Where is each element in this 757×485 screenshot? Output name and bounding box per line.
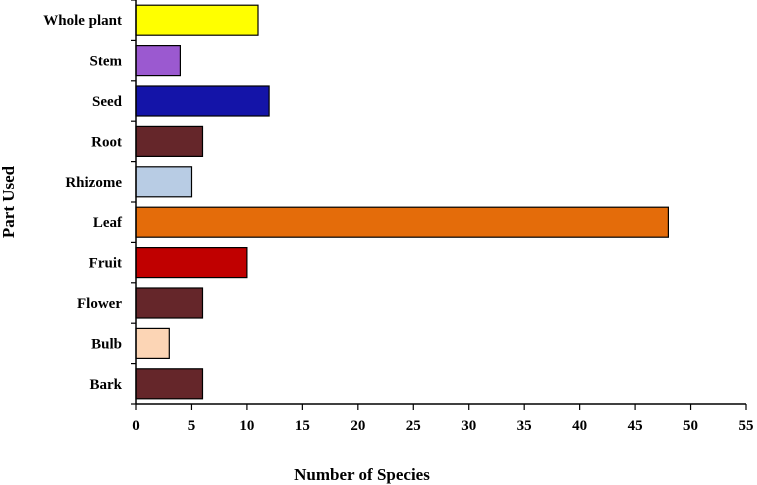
bar-leaf — [135, 206, 670, 238]
category-label-stem: Stem — [90, 54, 123, 70]
x-tick-label-50: 50 — [683, 418, 698, 434]
bar-root — [135, 125, 204, 158]
bar-seed — [135, 85, 270, 117]
x-axis-title: Number of Species — [294, 465, 430, 484]
y-axis-title: Part Used — [0, 165, 18, 238]
bar-bark — [135, 368, 204, 400]
x-tick-label-20: 20 — [350, 418, 365, 434]
category-label-whole-plant: Whole plant — [43, 13, 122, 29]
x-tick-label-0: 0 — [132, 418, 140, 434]
bar-fruit — [135, 247, 248, 279]
x-tick-label-30: 30 — [461, 418, 476, 434]
y-tickmarks-group — [131, 0, 136, 405]
category-label-flower: Flower — [77, 296, 122, 312]
bars-group — [135, 4, 670, 400]
bar-stem — [135, 44, 182, 77]
category-label-seed: Seed — [92, 94, 123, 110]
x-tick-label-35: 35 — [517, 418, 532, 434]
category-label-bark: Bark — [89, 377, 122, 393]
x-tick-label-45: 45 — [628, 418, 643, 434]
x-tick-label-15: 15 — [295, 418, 310, 434]
category-label-rhizome: Rhizome — [65, 175, 122, 191]
x-tick-label-25: 25 — [406, 418, 421, 434]
category-labels-group: Whole plant Stem Seed Root Rhizome Leaf Fruit F… — [43, 13, 123, 393]
bar-rhizome — [135, 166, 193, 198]
x-tick-label-10: 10 — [239, 418, 254, 434]
bar-whole-plant — [135, 4, 259, 36]
bar-bulb — [135, 327, 170, 359]
x-tick-label-55: 55 — [739, 418, 754, 434]
category-label-fruit: Fruit — [89, 256, 122, 272]
category-label-bulb: Bulb — [91, 336, 122, 352]
x-tick-label-40: 40 — [572, 418, 587, 434]
category-label-root: Root — [91, 134, 122, 150]
x-ticks-group: 0 5 10 15 20 25 30 35 40 45 50 55 — [132, 404, 754, 434]
category-label-leaf: Leaf — [93, 215, 123, 231]
x-tick-label-5: 5 — [188, 418, 196, 434]
bar-flower — [135, 287, 204, 319]
